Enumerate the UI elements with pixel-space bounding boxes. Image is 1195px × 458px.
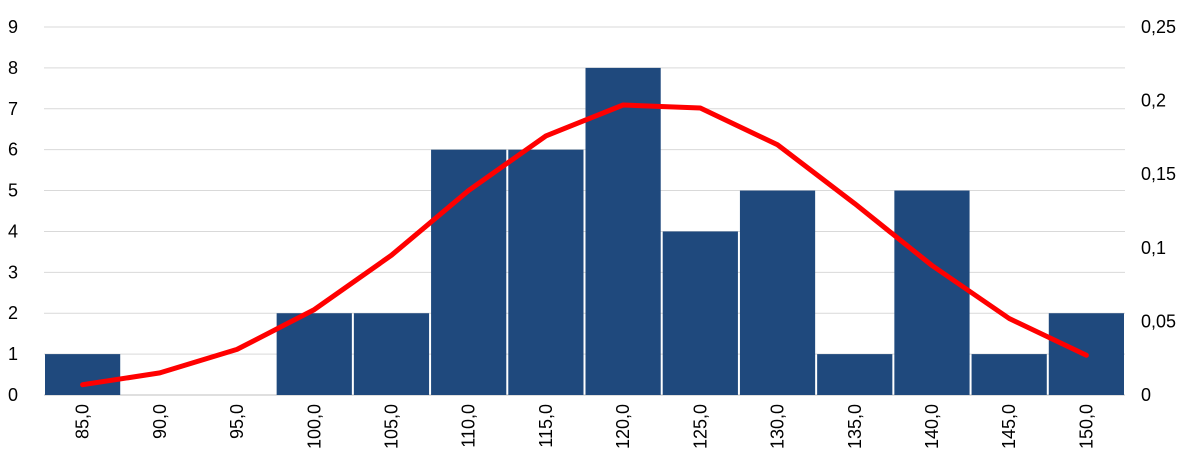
left-tick-label: 1 — [8, 344, 18, 364]
right-tick-label: 0,15 — [1141, 164, 1176, 184]
bar-130-0 — [739, 190, 816, 395]
line-series — [80, 102, 1089, 388]
bar-125-0 — [662, 231, 738, 395]
x-tick-label: 120,0 — [613, 404, 633, 449]
right-tick-label: 0,05 — [1141, 311, 1176, 331]
x-tick-label: 140,0 — [922, 404, 942, 449]
bar-series — [45, 67, 1124, 395]
x-tick-label: 150,0 — [1076, 404, 1096, 449]
left-tick-label: 4 — [8, 221, 18, 241]
right-tick-label: 0,1 — [1141, 238, 1166, 258]
x-tick-label: 105,0 — [381, 404, 401, 449]
bar-105-0 — [353, 313, 430, 395]
bar-135-0 — [817, 354, 893, 395]
right-y-axis: 0 0,05 0,1 0,15 0,2 0,25 — [1141, 17, 1176, 405]
x-tick-label: 90,0 — [150, 404, 170, 439]
left-y-axis: 0 1 2 3 4 5 6 7 8 9 — [8, 17, 18, 405]
left-tick-label: 6 — [8, 140, 18, 160]
density-line — [80, 102, 1089, 388]
bar-100-0 — [276, 313, 352, 395]
right-tick-label: 0 — [1141, 385, 1151, 405]
x-tick-label: 115,0 — [536, 404, 556, 448]
right-tick-label: 0,2 — [1141, 91, 1166, 111]
left-tick-label: 9 — [8, 17, 18, 37]
left-tick-label: 8 — [8, 58, 18, 78]
bar-110-0 — [431, 149, 507, 395]
bar-85-0 — [45, 354, 121, 395]
bar-140-0 — [894, 190, 970, 395]
x-tick-label: 110,0 — [459, 404, 479, 448]
right-tick-label: 0,25 — [1141, 17, 1176, 37]
x-tick-label: 95,0 — [227, 404, 247, 439]
left-tick-label: 3 — [8, 262, 18, 282]
x-tick-label: 145,0 — [999, 404, 1019, 449]
left-tick-label: 0 — [8, 385, 18, 405]
bar-145-0 — [971, 354, 1047, 395]
left-tick-label: 7 — [8, 99, 18, 119]
left-tick-label: 5 — [8, 181, 18, 201]
bar-115-0 — [508, 149, 584, 395]
x-axis: 85,0 90,0 95,0 100,0 105,0 110,0 115,0 120,0 125… — [73, 404, 1097, 449]
x-tick-label: 135,0 — [845, 404, 865, 449]
left-tick-label: 2 — [8, 303, 18, 323]
x-tick-label: 85,0 — [73, 404, 93, 439]
x-tick-label: 130,0 — [768, 404, 788, 449]
x-tick-label: 100,0 — [304, 404, 324, 449]
x-tick-label: 125,0 — [690, 404, 710, 449]
bar-120-0 — [585, 67, 661, 395]
